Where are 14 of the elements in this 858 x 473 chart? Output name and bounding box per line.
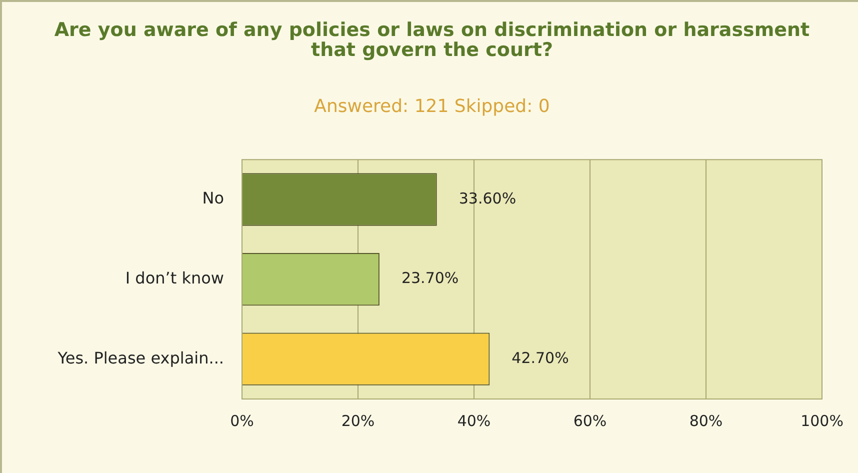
data-label: 42.70% [512, 348, 569, 367]
x-tick-label: 0% [230, 412, 254, 430]
x-tick-label: 20% [341, 412, 375, 430]
data-label: 33.60% [458, 189, 516, 208]
x-tick-label: 80% [689, 412, 723, 430]
y-tick-label: I don’t know [125, 268, 224, 288]
x-tick-label: 40% [457, 412, 491, 430]
data-label: 23.70% [401, 269, 459, 288]
x-tick-label: 60% [573, 412, 607, 430]
x-tick-label: 100% [800, 412, 844, 430]
y-tick-label: Yes. Please explain... [56, 348, 224, 368]
y-tick-label: No [202, 188, 224, 208]
chart-title: Are you aware of any policies or laws on discrimination or harassment that govern the court? [53, 19, 811, 61]
chart-subtitle: Answered: 121 Skipped: 0 [313, 96, 551, 117]
